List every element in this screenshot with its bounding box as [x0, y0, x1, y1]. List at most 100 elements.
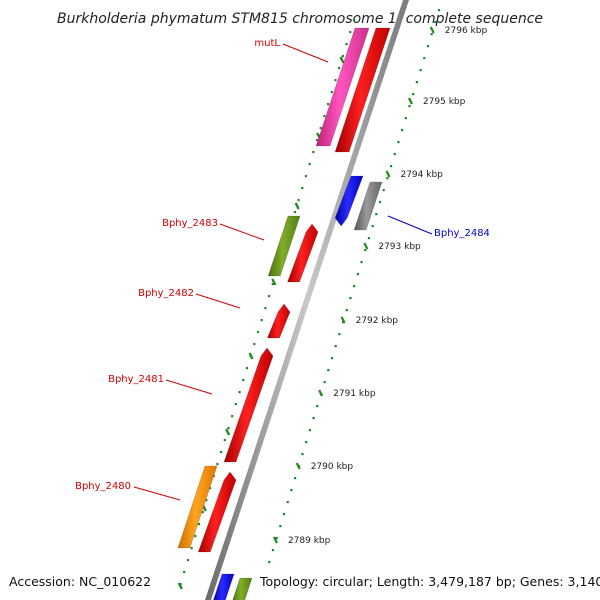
scale-dot	[364, 249, 367, 252]
scale-tick-label: 2794 kbp	[400, 170, 443, 180]
scale-dot	[279, 525, 282, 528]
marker-dot	[260, 319, 263, 322]
gene-label-leader	[133, 486, 181, 501]
gene-label-leader	[387, 215, 433, 235]
marker-dot	[205, 499, 208, 502]
scale-tick-label: 2796 kbp	[445, 26, 488, 36]
scale-dot	[382, 189, 385, 192]
scale-dot	[282, 513, 286, 516]
scale-tick	[407, 97, 413, 105]
scale-dot	[349, 297, 352, 300]
marker-dot	[323, 115, 326, 118]
gene-label-leader	[165, 379, 213, 395]
marker-dot	[238, 391, 241, 394]
marker-track	[177, 19, 356, 590]
scale-dot	[301, 453, 304, 456]
gene-bar-red	[266, 303, 291, 339]
scale-tick-label: 2795 kbp	[423, 97, 466, 107]
gene-bar-red	[197, 471, 237, 553]
scale-dot	[408, 105, 411, 108]
scale-dot	[360, 261, 363, 264]
scale-tick	[295, 462, 301, 470]
scale-dot	[415, 81, 418, 84]
scale-dot	[334, 345, 337, 348]
marker-dash	[271, 278, 277, 286]
gene-label[interactable]: Bphy_2484	[434, 228, 490, 239]
gene-bar-red	[223, 347, 274, 463]
marker-dot	[264, 307, 267, 310]
scale-dot	[434, 21, 437, 24]
scale-dot	[338, 333, 341, 336]
marker-dot	[245, 367, 249, 370]
marker-dot	[330, 91, 333, 94]
marker-dot	[301, 187, 304, 190]
scale-dot	[426, 45, 430, 48]
marker-dot	[186, 559, 189, 562]
topology-text: Topology: circular; Length: 3,479,187 bp…	[259, 574, 600, 589]
scale-dot	[430, 33, 433, 36]
scale-dot	[419, 69, 422, 72]
gene-label-leader	[282, 43, 329, 63]
gene-bar-gray	[353, 181, 383, 231]
gene-label[interactable]: Bphy_2483	[162, 218, 218, 229]
scale-tick-label: 2793 kbp	[378, 242, 421, 252]
gene-bar-blue	[334, 175, 364, 227]
scale-dot	[437, 9, 441, 12]
marker-dot	[327, 103, 330, 106]
scale-tick	[340, 316, 346, 324]
scale-dot	[397, 141, 400, 144]
gene-label[interactable]: Bphy_2480	[75, 481, 131, 492]
scale-dot	[401, 129, 404, 132]
gene-bar-red	[334, 27, 391, 153]
marker-dot	[253, 343, 256, 346]
marker-dot	[194, 535, 197, 538]
marker-dash	[225, 428, 231, 436]
scale-dot	[275, 537, 278, 540]
scale-dot	[389, 165, 393, 168]
scale-dot	[371, 225, 374, 228]
scale-dot	[345, 309, 348, 312]
marker-dot	[256, 331, 260, 334]
gene-label-leader	[195, 293, 241, 309]
marker-dot	[271, 283, 274, 286]
marker-dot	[297, 199, 300, 202]
scale-dot	[404, 117, 407, 120]
label-layer: mutL Bphy_2483 Bphy_2482 Bphy_2481 Bphy_2480…	[75, 38, 490, 501]
marker-dot	[212, 475, 215, 478]
gene-bar-olive	[267, 215, 301, 277]
chromosome-backbone	[205, 0, 409, 600]
map-title: Burkholderia phymatum STM815 chromosome …	[57, 11, 543, 27]
scale-dot	[330, 357, 334, 360]
marker-dot	[349, 31, 352, 34]
marker-dot	[341, 55, 344, 58]
marker-dot	[227, 427, 230, 430]
scale-track: 2789 kbp 2790 kbp 2791 kbp 2792 kbp 2793 kbp…	[268, 9, 488, 564]
scale-dot	[367, 237, 371, 240]
scale-dot	[412, 93, 415, 96]
scale-tick	[272, 536, 278, 544]
marker-dot	[304, 175, 308, 178]
marker-dot	[201, 511, 204, 514]
scale-tick	[318, 389, 324, 397]
marker-dot	[319, 127, 322, 130]
marker-dot	[190, 547, 193, 550]
scale-dot	[353, 285, 356, 288]
gene-label-leader	[219, 223, 265, 241]
scale-tick	[429, 26, 435, 34]
gene-label[interactable]: mutL	[254, 38, 280, 49]
gene-label[interactable]: Bphy_2481	[108, 374, 164, 385]
marker-dot	[242, 379, 245, 382]
scale-dot	[423, 57, 426, 60]
gene-label[interactable]: Bphy_2482	[138, 288, 194, 299]
scale-dot	[305, 441, 308, 444]
scale-dot	[375, 213, 378, 216]
scale-dot	[286, 501, 289, 504]
marker-dot	[315, 139, 319, 142]
marker-dot	[208, 487, 212, 490]
scale-dot	[323, 381, 326, 384]
marker-dot	[338, 67, 341, 70]
marker-dot	[231, 415, 234, 418]
marker-dash	[248, 352, 254, 360]
gene-bar-pink	[315, 27, 370, 147]
